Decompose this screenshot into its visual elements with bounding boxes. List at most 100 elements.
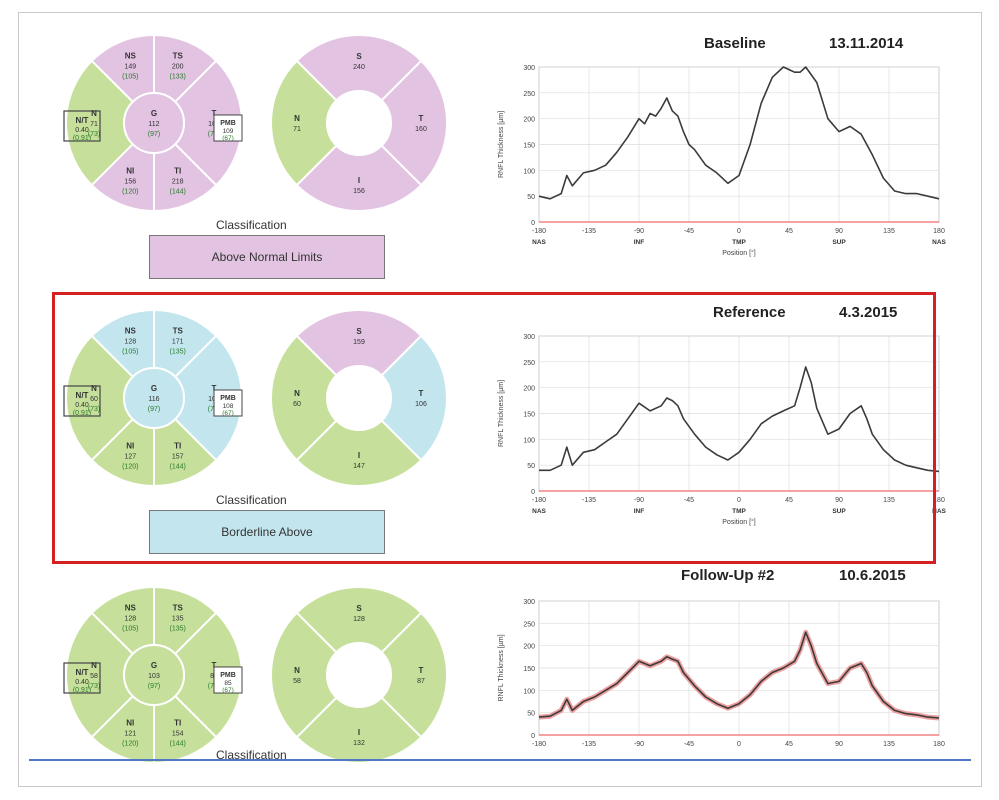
pmb-value: 108: [223, 403, 234, 410]
pmb-label: PMB: [220, 395, 236, 402]
x-tick-label: -90: [634, 497, 644, 504]
quadrant-label-n: 60: [293, 401, 301, 408]
quadrant-label-n: N: [294, 114, 300, 123]
sector-label-ts: 135: [172, 616, 184, 623]
quadrant-label-s: S: [356, 52, 362, 61]
quadrant-label-i: I: [358, 176, 360, 185]
region-label: SUP: [832, 508, 846, 515]
sector-label-ti: 157: [172, 453, 184, 460]
quadrant-label-i: 132: [353, 740, 365, 747]
sector-label-ti: (144): [170, 463, 186, 470]
y-tick-label: 150: [523, 412, 535, 419]
panel-title: Reference: [713, 304, 786, 321]
sector-label-ti: 154: [172, 730, 184, 737]
nt-ratio-norm: (0.91): [73, 687, 91, 694]
thickness-chart: 0 50 100 150 200 250 300 -180 -135 -90 -45 0 45 90 135…: [498, 599, 945, 748]
region-label: NAS: [932, 508, 946, 515]
sector-label-ni: (120): [122, 463, 138, 470]
y-tick-label: 300: [523, 65, 535, 72]
quadrant-label-t: 160: [415, 126, 427, 133]
x-tick-label: 90: [835, 497, 843, 504]
x-tick-label: 135: [883, 228, 895, 235]
sector-label-ns: 128: [124, 616, 136, 623]
y-tick-label: 50: [527, 711, 535, 718]
y-tick-label: 250: [523, 360, 535, 367]
y-tick-label: 0: [531, 489, 535, 496]
y-tick-label: 200: [523, 386, 535, 393]
sector-label-ns: (105): [122, 626, 138, 633]
y-tick-label: 200: [523, 117, 535, 124]
pmb-box: [213, 666, 243, 694]
quadrant-label-s: S: [356, 327, 362, 336]
y-tick-label: 300: [523, 599, 535, 606]
region-label: TMP: [732, 508, 746, 515]
sector-label-n: 60: [90, 396, 98, 403]
nt-ratio-box: [63, 662, 101, 694]
sector-g: [123, 644, 185, 706]
panel-title: Follow-Up #2: [681, 567, 775, 584]
x-tick-label: 180: [933, 497, 945, 504]
sector-label-t: T: [212, 661, 217, 670]
sector-label-n: (73): [88, 683, 100, 690]
classification-label: Classification: [216, 493, 287, 507]
nt-ratio-value: 0.40: [75, 402, 89, 409]
sector-label-ts: TS: [173, 52, 184, 61]
bottom-rule: [29, 759, 971, 761]
sector-label-ns: (105): [122, 74, 138, 81]
thickness-trace: [539, 366, 940, 473]
nt-ratio-norm: (0.91): [73, 135, 91, 142]
sector-label-g: G: [151, 661, 157, 670]
y-tick-label: 50: [527, 463, 535, 470]
sector-label-ns: 128: [124, 339, 136, 346]
reference-highlight-frame: [52, 292, 936, 564]
sector-label-ni: 156: [124, 178, 136, 185]
y-tick-label: 300: [523, 334, 535, 341]
panel-date: 10.6.2015: [839, 567, 906, 584]
quadrant-label-n: N: [294, 389, 300, 398]
y-tick-label: 150: [523, 666, 535, 673]
pmb-label: PMB: [220, 672, 236, 679]
quadrant-label-s: S: [356, 604, 362, 613]
sector-label-ti: (144): [170, 188, 186, 195]
sector-label-ts: (135): [170, 626, 186, 633]
sector-map-right: S 128 T 87 I 132 N 58: [270, 586, 448, 764]
quadrant-label-s: 240: [353, 64, 365, 71]
x-tick-label: -180: [532, 228, 546, 235]
sector-g: [123, 367, 185, 429]
sector-label-ni: (120): [122, 188, 138, 195]
x-tick-label: 0: [737, 228, 741, 235]
sector-label-g: G: [151, 384, 157, 393]
sector-label-ts: 200: [172, 64, 184, 71]
x-tick-label: -45: [684, 228, 694, 235]
pmb-box: [213, 389, 243, 417]
sector-label-ti: (144): [170, 740, 186, 747]
x-tick-label: 135: [883, 497, 895, 504]
nt-ratio-value: 0.40: [75, 127, 89, 134]
sector-label-ni: NI: [126, 166, 134, 175]
sector-label-n: N: [91, 384, 97, 393]
panel-baseline: Baseline 13.11.2014 N 71 (73) NS 149 (105) TS 2…: [19, 13, 983, 288]
x-tick-label: -180: [532, 741, 546, 748]
sector-label-ts: TS: [173, 327, 184, 336]
pmb-value: 85: [224, 680, 232, 687]
sector-label-ni: NI: [126, 441, 134, 450]
quadrant-label-i: 147: [353, 463, 365, 470]
sector-label-ns: 149: [124, 64, 136, 71]
x-tick-label: 90: [835, 741, 843, 748]
pmb-norm: (67): [222, 687, 234, 694]
classification-result: Borderline Above: [149, 510, 385, 554]
x-tick-label: 45: [785, 497, 793, 504]
x-tick-label: -45: [684, 497, 694, 504]
region-label: NAS: [932, 239, 946, 246]
quadrant-label-i: I: [358, 451, 360, 460]
panel-reference: Reference 4.3.2015 N 60 (73) NS 128 (105) TS 17…: [19, 288, 983, 563]
sector-label-n: 71: [90, 121, 98, 128]
quadrant-label-t: T: [419, 114, 424, 123]
sector-label-n: N: [91, 661, 97, 670]
x-tick-label: 180: [933, 228, 945, 235]
x-tick-label: 180: [933, 741, 945, 748]
sector-label-n: 58: [90, 673, 98, 680]
classification-result: Above Normal Limits: [149, 235, 385, 279]
sector-label-ni: (120): [122, 740, 138, 747]
panel-date: 13.11.2014: [829, 35, 904, 52]
